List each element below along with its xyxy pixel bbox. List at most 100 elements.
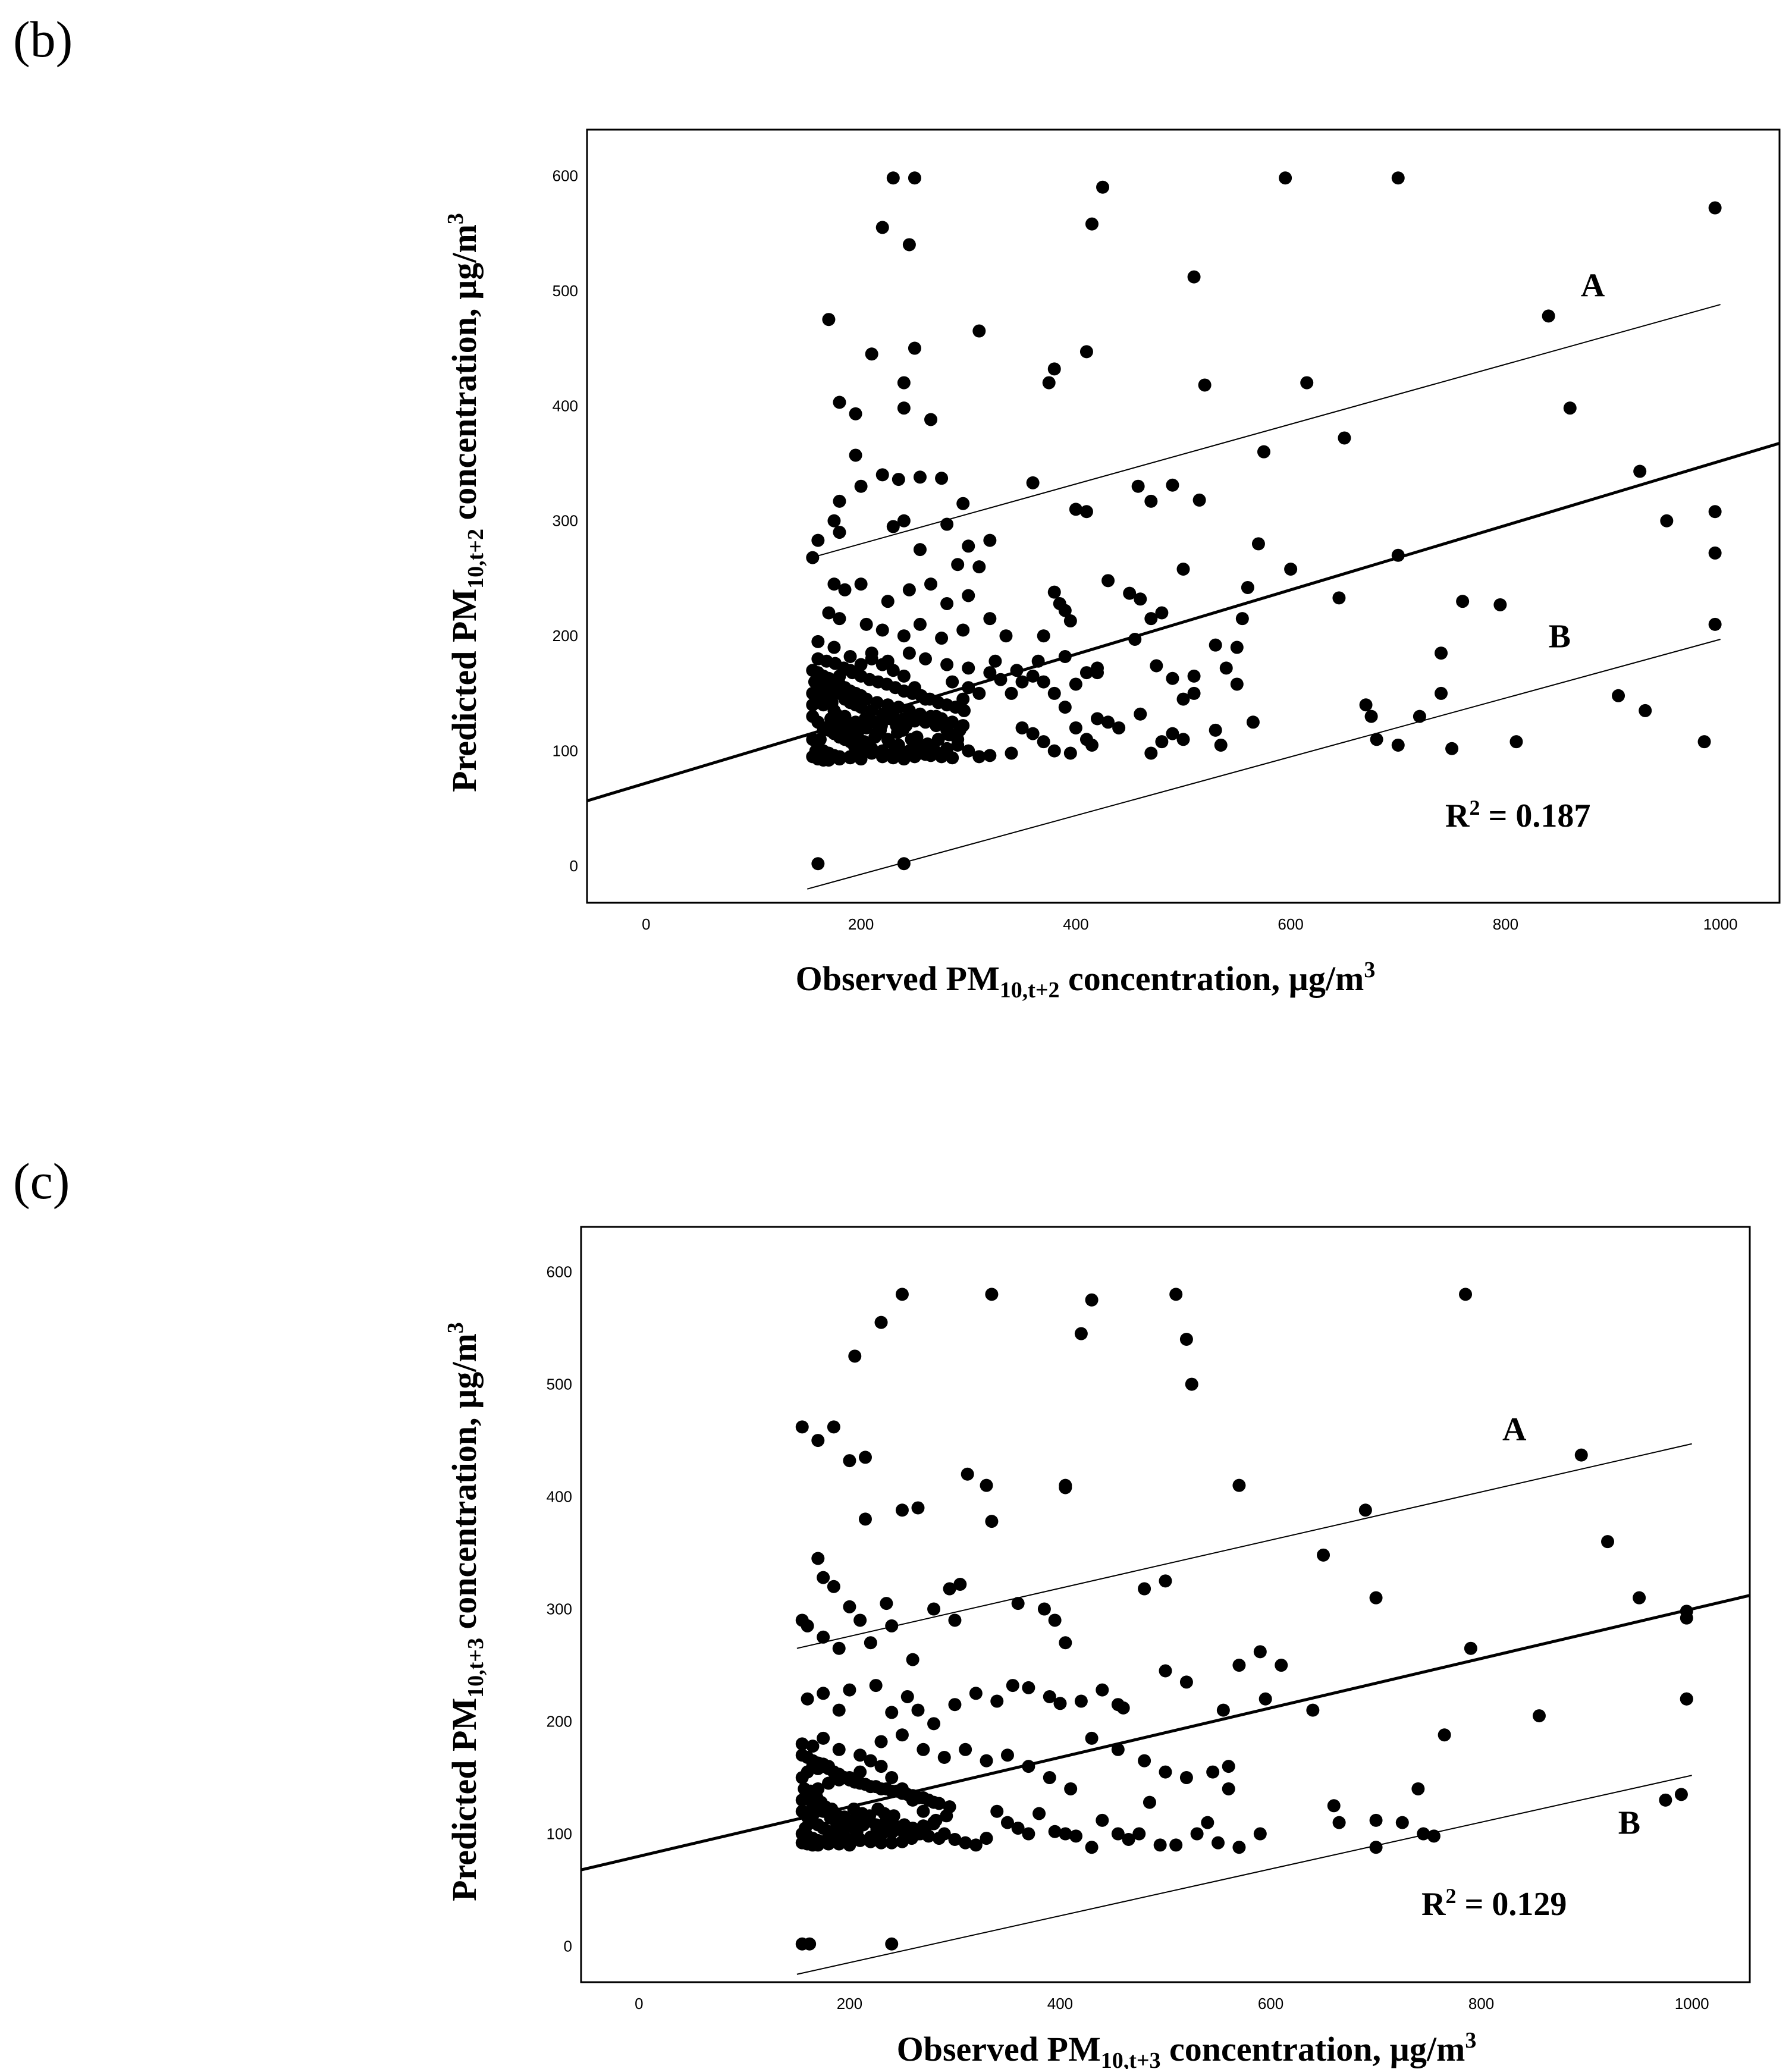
scatter-point: [969, 1838, 983, 1852]
scatter-point: [1279, 171, 1292, 185]
scatter-point: [869, 1679, 883, 1693]
y-tick-label: 500: [547, 1376, 572, 1393]
x-axis-title-c: Observed PM10,t+3 concentration, µg/m3: [897, 2028, 1477, 2069]
scatter-point: [911, 1703, 925, 1717]
scatter-point: [1253, 1827, 1267, 1841]
scatter-point: [892, 701, 905, 714]
scatter-point: [853, 1765, 867, 1779]
scatter-point: [1134, 592, 1147, 606]
x-tick-label: 800: [1468, 1995, 1494, 2013]
scatter-point: [972, 750, 986, 764]
scatter-point: [1005, 746, 1018, 760]
scatter-point: [1042, 376, 1056, 390]
scatter-point: [1206, 1765, 1220, 1779]
scatter-point: [1235, 612, 1249, 626]
scatter-point: [940, 1809, 953, 1823]
scatter-point: [1251, 537, 1265, 551]
scatter-point: [1216, 1703, 1230, 1717]
scatter-point: [854, 479, 868, 493]
scatter-point: [911, 1791, 925, 1805]
x-tick-label: 400: [1047, 1995, 1073, 2013]
scatter-point: [913, 707, 927, 721]
scatter-point: [1391, 548, 1405, 562]
scatter-point: [897, 857, 911, 871]
scatter-point: [897, 514, 911, 528]
scatter-point: [1212, 1836, 1225, 1850]
scatter-point: [980, 1832, 993, 1845]
scatter-point: [1166, 727, 1179, 740]
scatter-point: [990, 1804, 1004, 1818]
scatter-point: [946, 675, 959, 689]
scatter-point: [1284, 562, 1298, 576]
scatter-point: [1187, 686, 1201, 700]
scatter-point: [1166, 478, 1179, 492]
scatter-point: [1096, 1683, 1109, 1697]
x-tick-label: 200: [848, 915, 874, 933]
scatter-point: [902, 583, 916, 596]
scatter-point: [962, 589, 975, 602]
scatter-point: [1445, 742, 1459, 755]
scatter-point: [1222, 1782, 1235, 1795]
scatter-point: [1417, 1827, 1430, 1841]
scatter-point: [1435, 686, 1448, 700]
lower-bound-line-b: [796, 1775, 1692, 1975]
scatter-point: [1122, 1832, 1135, 1846]
scatter-point: [1159, 1574, 1172, 1588]
scatter-point: [1058, 604, 1072, 617]
scatter-point: [801, 1619, 814, 1632]
scatter-point: [811, 1552, 825, 1565]
scatter-point: [962, 681, 975, 695]
scatter-point: [1391, 738, 1405, 752]
scatter-point: [1048, 1613, 1062, 1627]
scatter-point: [953, 723, 966, 737]
scatter-point: [1074, 1694, 1088, 1708]
scatter-point: [1253, 1645, 1267, 1659]
scatter-point: [935, 472, 949, 485]
plot-frame-b: [586, 128, 1781, 904]
scatter-point: [827, 641, 841, 654]
scatter-point: [1358, 1503, 1372, 1517]
scatter-point: [1708, 201, 1722, 215]
scatter-point: [1169, 1838, 1183, 1852]
scatter-point: [822, 606, 836, 620]
scatter-point: [822, 313, 836, 326]
scatter-point: [990, 1694, 1004, 1708]
scatter-point: [1037, 1602, 1051, 1616]
scatter-point: [1179, 1675, 1193, 1689]
scatter-point: [1660, 514, 1674, 528]
scatter-point: [932, 1797, 946, 1810]
scatter-point: [814, 677, 828, 691]
x-tick-label: 200: [837, 1995, 862, 2013]
scatter-point: [795, 1737, 809, 1751]
scatter-point: [1085, 217, 1099, 231]
scatter-point: [1063, 614, 1077, 628]
scatter-point: [1395, 1816, 1409, 1829]
scatter-point: [1058, 701, 1072, 714]
panel-c: (c) 0 200 400 600 800 1000 0 100 200 300 400 500 60…: [13, 1153, 1751, 2069]
scatter-point: [959, 1743, 972, 1756]
scatter-point: [1574, 1448, 1588, 1462]
scatter-point: [818, 721, 831, 734]
scatter-point: [1134, 707, 1147, 721]
scatter-point: [885, 1836, 899, 1850]
scatter-point: [1047, 362, 1061, 376]
scatter-point: [1048, 1825, 1062, 1838]
scatter-point: [822, 1776, 836, 1790]
scatter-point: [858, 1778, 872, 1791]
scatter-point: [885, 1619, 899, 1632]
y-tick-label: 600: [553, 167, 578, 184]
scatter-point: [917, 1743, 930, 1756]
scatter-point: [1059, 1481, 1072, 1495]
scatter-point: [887, 1809, 900, 1823]
x-tick-label: 600: [1258, 1995, 1283, 2013]
scatter-point: [895, 1503, 909, 1517]
scatter-point: [864, 1754, 877, 1767]
scatter-point: [900, 1690, 914, 1703]
scatter-point: [1150, 659, 1163, 673]
scatter-point: [1306, 1703, 1320, 1717]
scatter-point: [859, 617, 873, 631]
scatter-point: [1232, 1478, 1246, 1492]
scatter-point: [1058, 650, 1072, 664]
scatter-point: [1069, 503, 1082, 516]
scatter-point: [848, 1775, 862, 1789]
